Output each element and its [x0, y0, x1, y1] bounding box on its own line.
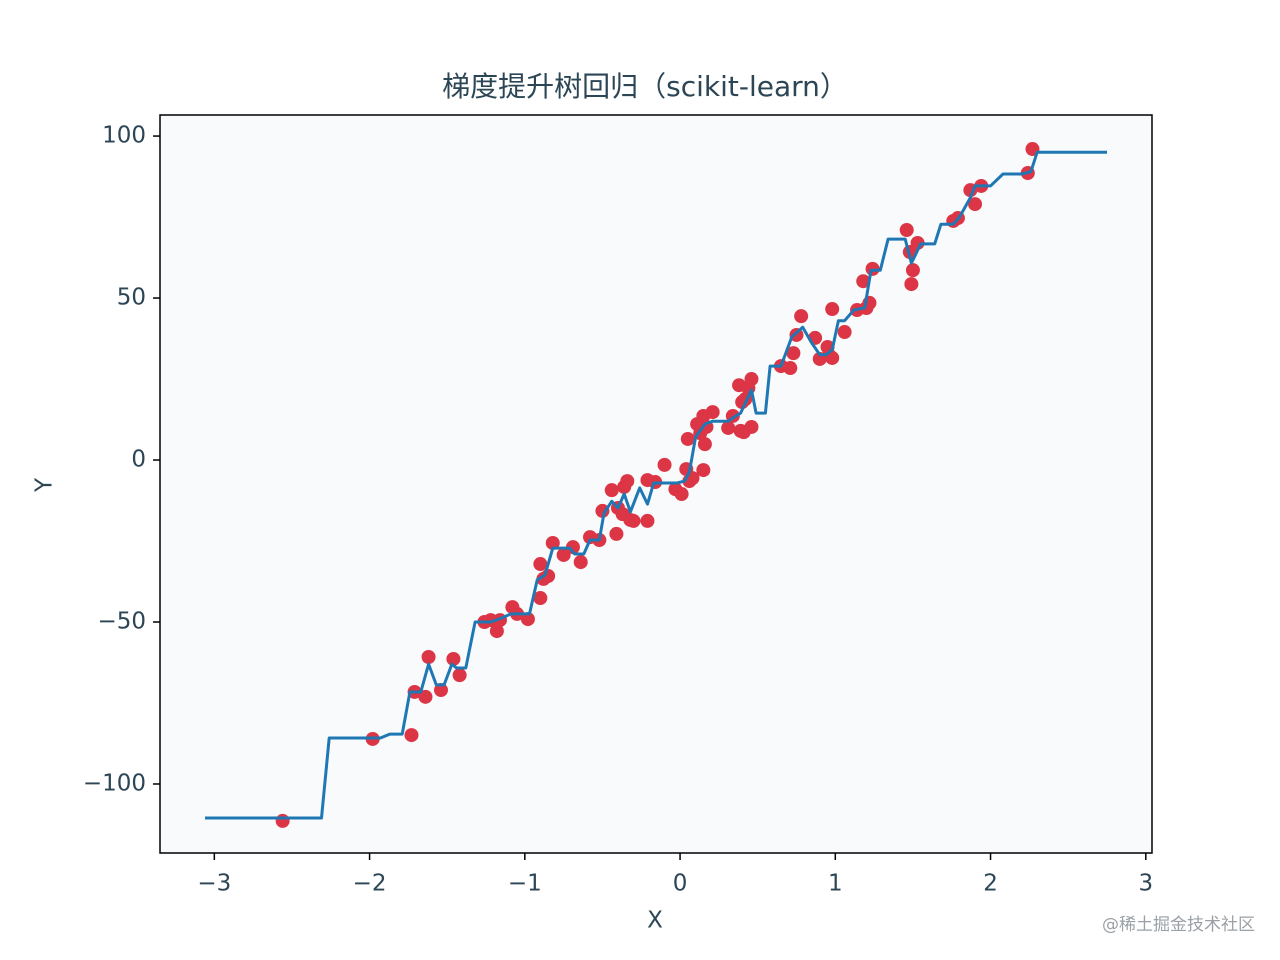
scatter-point: [744, 419, 759, 434]
x-tick-label: 2: [983, 871, 998, 897]
scatter-point: [721, 420, 736, 435]
plot-frame: [159, 114, 1153, 854]
scatter-point: [786, 346, 801, 361]
scatter-point: [545, 535, 560, 550]
scatter-point: [705, 405, 720, 420]
scatter-point: [556, 547, 571, 562]
scatter-point: [275, 813, 290, 828]
scatter-point: [609, 526, 624, 541]
x-tick-label: −3: [197, 871, 231, 897]
watermark: @稀土掘金技术社区: [1102, 915, 1255, 935]
scatter-point: [404, 728, 419, 743]
scatter-point: [418, 689, 433, 704]
scatter-point: [421, 649, 436, 664]
scatter-point: [899, 223, 914, 238]
scatter-point: [856, 274, 871, 289]
x-tick-label: 0: [673, 871, 688, 897]
scatter-point: [433, 683, 448, 698]
scatter-point: [904, 277, 919, 292]
scatter-point: [697, 437, 712, 452]
y-tick-label: 100: [102, 123, 146, 149]
scatter-point: [657, 457, 672, 472]
x-tick-label: 3: [1138, 871, 1153, 897]
scatter-point: [565, 540, 580, 555]
y-tick-label: 0: [131, 447, 146, 473]
scatter-point: [573, 555, 588, 570]
scatter-point: [533, 557, 548, 572]
x-tick-label: −2: [353, 871, 387, 897]
x-tick-label: −1: [508, 871, 542, 897]
y-axis-label: Y: [32, 477, 58, 493]
scatter-point: [696, 463, 711, 478]
scatter-point: [533, 591, 548, 606]
scatter-point: [520, 612, 535, 627]
scatter-point: [783, 361, 798, 376]
scatter-point: [744, 372, 759, 387]
scatter-point: [680, 431, 695, 446]
x-axis-label: X: [647, 908, 663, 934]
y-tick-label: 50: [117, 285, 146, 311]
scatter-point: [446, 651, 461, 666]
scatter-point: [837, 325, 852, 340]
scatter-point: [905, 263, 920, 278]
y-tick-label: −100: [83, 770, 146, 796]
chart-title: 梯度提升树回归（scikit-learn）: [442, 70, 848, 103]
scatter-point: [620, 474, 635, 489]
scatter-point: [626, 513, 641, 528]
scatter-point: [595, 503, 610, 518]
scatter-point: [489, 624, 504, 639]
y-tick-label: −50: [97, 609, 146, 635]
scatter-point: [604, 483, 619, 498]
scatter-point: [794, 309, 809, 324]
scatter-point: [452, 668, 467, 683]
scatter-point: [825, 302, 840, 317]
scatter-point: [674, 487, 689, 502]
scatter-point: [968, 197, 983, 212]
prediction-line: [205, 150, 1107, 820]
scatter-point: [640, 513, 655, 528]
x-tick-label: 1: [828, 871, 843, 897]
